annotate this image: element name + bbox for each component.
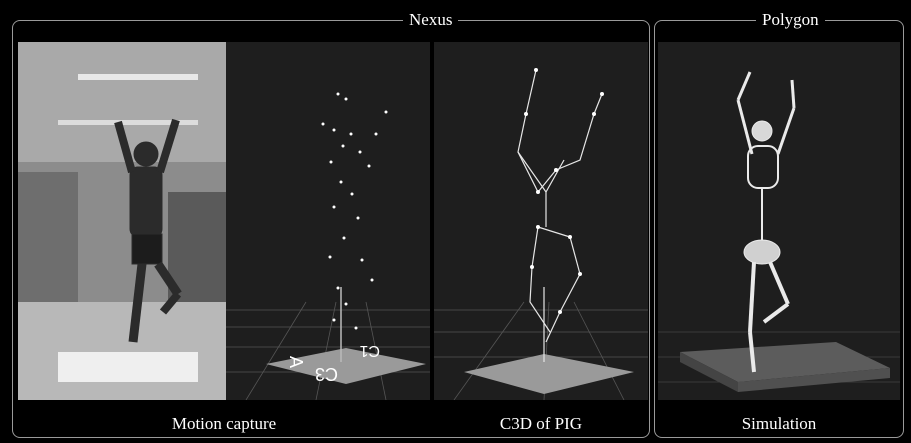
simulation-view [658,42,900,400]
plate-label-right: C3 [315,364,338,384]
caption-simulation: Simulation [741,414,817,433]
c3d-view [434,42,648,400]
caption-c3d: C3D of PIG [499,414,583,433]
motion-capture-photo [18,42,226,400]
marker-view: A C1 C3 [226,42,430,400]
nexus-frame [12,20,650,438]
plate-label-left: A [286,356,306,368]
nexus-title: Nexus [403,10,459,30]
caption-motion-capture: Motion capture [171,414,277,433]
plate-label-middle: C1 [359,342,380,359]
polygon-title: Polygon [756,10,825,30]
